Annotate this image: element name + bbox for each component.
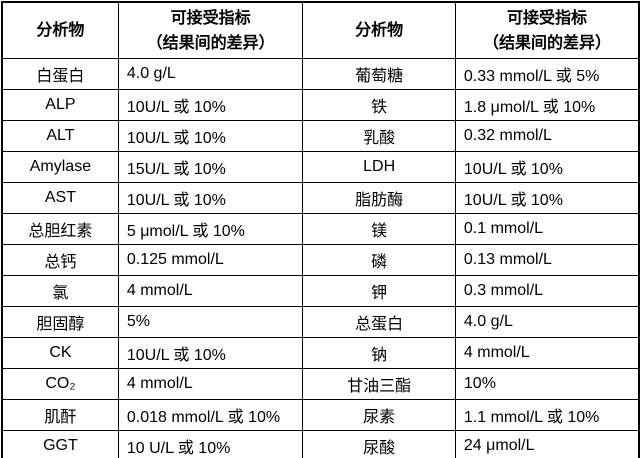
analyte-cell-right: 尿素 — [302, 399, 456, 431]
value-cell-right: 0.33 mmol/L 或 5% — [454, 58, 640, 90]
header-indicator-right: 可接受指标 （结果间的差异） — [454, 1, 640, 59]
value-cell-right: 4 mmol/L — [454, 337, 640, 369]
table-row: GGT 10 U/L 或 10% 尿酸 24 μmol/L — [1, 430, 640, 458]
analyte-cell-right: 甘油三酯 — [302, 368, 456, 400]
value-cell-left: 10 U/L 或 10% — [117, 430, 304, 458]
table-row: 总钙 0.125 mmol/L 磷 0.13 mmol/L — [1, 244, 640, 276]
analyte-cell-right: 钾 — [302, 275, 456, 307]
analyte-cell-left: ALT — [1, 120, 119, 152]
analyte-cell-right: 乳酸 — [302, 120, 456, 152]
value-cell-left: 0.125 mmol/L — [117, 244, 304, 276]
table-row: CO₂ 4 mmol/L 甘油三酯 10% — [1, 368, 640, 400]
table-body: 白蛋白 4.0 g/L 葡萄糖 0.33 mmol/L 或 5% ALP 10U/L 或 … — [1, 58, 640, 458]
header-row: 分析物 可接受指标 （结果间的差异） 分析物 可接受指标 （结果间的差异） — [1, 1, 640, 59]
analyte-cell-left: GGT — [1, 430, 119, 458]
value-cell-right: 1.8 μmol/L 或 10% — [454, 89, 640, 121]
header-analyte-left: 分析物 — [1, 1, 119, 59]
analyte-cell-left: AST — [1, 182, 119, 214]
analyte-cell-left: 白蛋白 — [1, 58, 119, 90]
header-analyte-right: 分析物 — [302, 1, 456, 59]
analyte-cell-right: 总蛋白 — [302, 306, 456, 338]
value-cell-left: 4 mmol/L — [117, 275, 304, 307]
value-cell-right: 0.3 mmol/L — [454, 275, 640, 307]
value-cell-right: 10U/L 或 10% — [454, 182, 640, 214]
table-row: ALT 10U/L 或 10% 乳酸 0.32 mmol/L — [1, 120, 640, 152]
analyte-cell-left: 氯 — [1, 275, 119, 307]
analyte-cell-left: 总胆红素 — [1, 213, 119, 245]
table-row: CK 10U/L 或 10% 钠 4 mmol/L — [1, 337, 640, 369]
value-cell-right: 0.32 mmol/L — [454, 120, 640, 152]
value-cell-right: 1.1 mmol/L 或 10% — [454, 399, 640, 431]
value-cell-left: 5 μmol/L 或 10% — [117, 213, 304, 245]
analyte-cell-right: 尿酸 — [302, 430, 456, 458]
header-indicator-right-line2: （结果间的差异） — [482, 34, 611, 52]
value-cell-left: 10U/L 或 10% — [117, 120, 304, 152]
value-cell-left: 4.0 g/L — [117, 58, 304, 90]
header-indicator-left-line2: （结果间的差异） — [146, 34, 275, 52]
value-cell-right: 24 μmol/L — [454, 430, 640, 458]
analyte-cell-right: 葡萄糖 — [302, 58, 456, 90]
analyte-cell-left: 肌酐 — [1, 399, 119, 431]
table-row: 胆固醇 5% 总蛋白 4.0 g/L — [1, 306, 640, 338]
value-cell-left: 10U/L 或 10% — [117, 89, 304, 121]
value-cell-left: 15U/L 或 10% — [117, 151, 304, 183]
header-indicator-left: 可接受指标 （结果间的差异） — [117, 1, 304, 59]
analyte-cell-left: ALP — [1, 89, 119, 121]
analyte-cell-right: 磷 — [302, 244, 456, 276]
value-cell-right: 4.0 g/L — [454, 306, 640, 338]
value-cell-left: 0.018 mmol/L 或 10% — [117, 399, 304, 431]
value-cell-right: 0.13 mmol/L — [454, 244, 640, 276]
value-cell-left: 10U/L 或 10% — [117, 337, 304, 369]
analyte-cell-right: 钠 — [302, 337, 456, 369]
value-cell-right: 0.1 mmol/L — [454, 213, 640, 245]
analyte-cell-left: CO₂ — [1, 368, 119, 400]
value-cell-left: 10U/L 或 10% — [117, 182, 304, 214]
value-cell-right: 10% — [454, 368, 640, 400]
table-row: AST 10U/L 或 10% 脂肪酶 10U/L 或 10% — [1, 182, 640, 214]
value-cell-left: 4 mmol/L — [117, 368, 304, 400]
table-row: ALP 10U/L 或 10% 铁 1.8 μmol/L 或 10% — [1, 89, 640, 121]
table-row: 肌酐 0.018 mmol/L 或 10% 尿素 1.1 mmol/L 或 10% — [1, 399, 640, 431]
analyte-cell-right: 脂肪酶 — [302, 182, 456, 214]
analyte-cell-left: CK — [1, 337, 119, 369]
table-row: 白蛋白 4.0 g/L 葡萄糖 0.33 mmol/L 或 5% — [1, 58, 640, 90]
analyte-cell-left: 胆固醇 — [1, 306, 119, 338]
table-row: Amylase 15U/L 或 10% LDH 10U/L 或 10% — [1, 151, 640, 183]
analyte-cell-right: 铁 — [302, 89, 456, 121]
value-cell-left: 5% — [117, 306, 304, 338]
analyte-cell-left: Amylase — [1, 151, 119, 183]
analyte-cell-right: 镁 — [302, 213, 456, 245]
analyte-cell-left: 总钙 — [1, 244, 119, 276]
header-indicator-right-line1: 可接受指标 — [506, 9, 587, 27]
analyte-cell-right: LDH — [302, 151, 456, 183]
value-cell-right: 10U/L 或 10% — [454, 151, 640, 183]
table-row: 总胆红素 5 μmol/L 或 10% 镁 0.1 mmol/L — [1, 213, 640, 245]
header-indicator-left-line1: 可接受指标 — [170, 9, 251, 27]
